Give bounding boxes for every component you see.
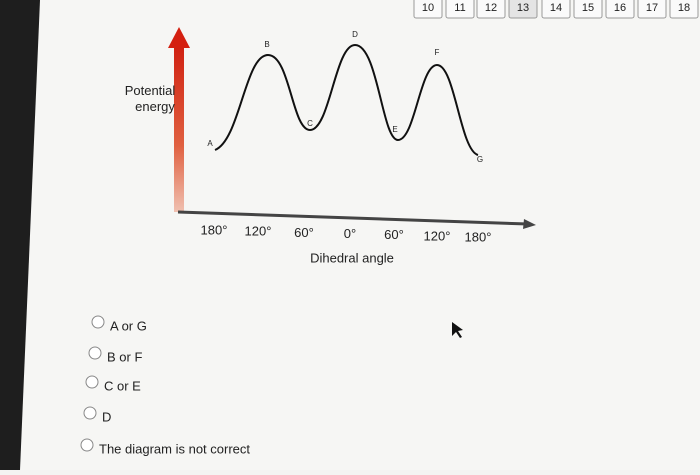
tab[interactable] <box>669 0 699 19</box>
tab[interactable] <box>445 0 475 19</box>
radio-button[interactable] <box>85 375 99 389</box>
cursor <box>452 322 463 338</box>
tab-bar: 10 11 12 13 14 15 16 17 18 <box>413 0 699 19</box>
energy-arrow <box>174 45 184 212</box>
tab[interactable] <box>637 0 667 19</box>
tab-label[interactable]: 10 <box>422 2 434 14</box>
tab-label[interactable]: 12 <box>485 2 497 14</box>
tab-label[interactable]: 15 <box>582 2 594 14</box>
tab[interactable] <box>573 0 603 19</box>
option-label[interactable]: D <box>102 409 111 424</box>
tab-label[interactable]: 16 <box>614 2 626 14</box>
point-label: A <box>207 139 213 148</box>
x-label: Dihedral angle <box>310 250 394 265</box>
option-label[interactable]: B or F <box>107 349 142 364</box>
point-label: B <box>264 40 269 49</box>
tab-label[interactable]: 18 <box>678 2 690 14</box>
x-tick-label: 60° <box>384 227 404 242</box>
x-tick-label: 0° <box>344 226 356 241</box>
point-label: D <box>352 30 358 39</box>
radio-button[interactable] <box>83 406 97 420</box>
tab-label[interactable]: 11 <box>454 2 465 14</box>
x-ticks: 180° 120° 60° 0° 60° 120° 180° <box>201 222 492 244</box>
y-label-line: energy <box>135 99 175 114</box>
tab[interactable] <box>541 0 571 19</box>
option-label[interactable]: C or E <box>104 378 141 393</box>
x-tick-label: 180° <box>465 230 492 245</box>
tab-label[interactable]: 17 <box>646 2 658 14</box>
tab[interactable] <box>413 0 443 19</box>
x-tick-label: 180° <box>201 222 228 237</box>
tab[interactable] <box>605 0 635 19</box>
point-label: E <box>392 125 397 134</box>
tab-label[interactable]: 13 <box>517 2 529 14</box>
x-tick-label: 60° <box>294 225 314 240</box>
screen-edge <box>0 0 40 470</box>
energy-curve <box>214 43 479 156</box>
tab-label[interactable]: 14 <box>550 2 562 14</box>
option-label[interactable]: A or G <box>110 318 147 333</box>
tab[interactable] <box>476 0 506 19</box>
point-labels: A B C D E F G <box>207 30 483 164</box>
radio-button[interactable] <box>91 315 105 329</box>
point-label: F <box>435 48 440 57</box>
radio-button[interactable] <box>88 346 102 360</box>
y-label: Potential energy <box>125 83 176 114</box>
point-label: G <box>477 155 483 164</box>
option-label[interactable]: The diagram is not correct <box>99 441 250 456</box>
x-axis <box>177 210 529 226</box>
radio-button[interactable] <box>80 438 94 452</box>
options: A or G B or F C or E D The diagram is not co… <box>80 315 250 456</box>
x-tick-label: 120° <box>245 224 272 239</box>
x-arrow-head <box>523 219 536 229</box>
x-tick-label: 120° <box>424 228 451 243</box>
tab[interactable] <box>508 0 538 19</box>
arrow-head <box>168 27 190 48</box>
point-label: C <box>307 119 313 128</box>
